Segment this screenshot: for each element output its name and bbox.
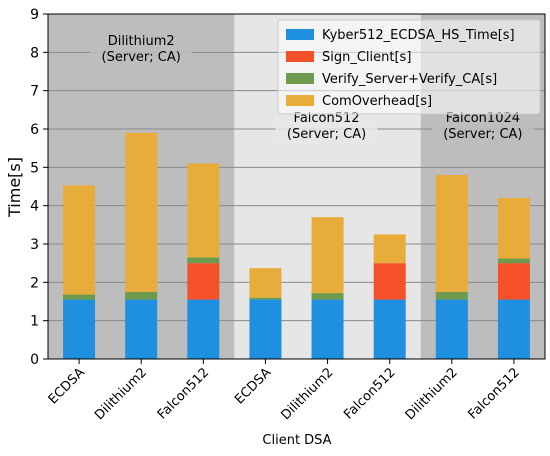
bar-5-series-0 bbox=[373, 299, 406, 359]
bar-6-series-0 bbox=[435, 299, 468, 359]
x-tick-label-3: ECDSA bbox=[232, 365, 274, 407]
y-tick-label-7: 7 bbox=[30, 84, 39, 100]
bar-0-series-0 bbox=[63, 299, 96, 359]
bar-1-series-3 bbox=[125, 132, 158, 292]
group-label-2: Falcon1024 (Server; CA) bbox=[443, 111, 522, 142]
legend-box bbox=[277, 19, 541, 115]
bar-1-series-2 bbox=[125, 291, 158, 300]
bar-7-series-3 bbox=[497, 198, 530, 259]
x-axis-label: Client DSA bbox=[262, 433, 331, 448]
x-tick-label-7: Falcon512 bbox=[465, 365, 522, 422]
bar-0-series-3 bbox=[63, 185, 96, 295]
legend-label-0: Kyber512_ECDSA_HS_Time[s] bbox=[322, 28, 515, 43]
x-tick-label-1: Dilithium2 bbox=[92, 365, 150, 423]
bar-3-series-3 bbox=[249, 268, 282, 298]
bar-4-series-3 bbox=[311, 217, 344, 294]
x-tick-label-2: Falcon512 bbox=[155, 365, 212, 422]
bar-2-series-0 bbox=[187, 299, 220, 359]
bar-5-series-3 bbox=[373, 234, 406, 264]
y-tick-label-1: 1 bbox=[30, 314, 39, 330]
bar-2-series-3 bbox=[187, 163, 220, 258]
legend-swatch-0 bbox=[286, 29, 314, 40]
x-tick-label-4: Dilithium2 bbox=[278, 365, 336, 423]
group-label-box-2 bbox=[431, 108, 534, 144]
bar-7-series-0 bbox=[497, 299, 530, 359]
legend-label-2: Verify_Server+Verify_CA[s] bbox=[322, 72, 497, 87]
y-tick-label-9: 9 bbox=[30, 7, 39, 23]
legend-swatch-2 bbox=[286, 73, 314, 84]
bar-5-series-1 bbox=[373, 263, 406, 300]
legend-swatch-1 bbox=[286, 51, 314, 62]
bar-7-series-2 bbox=[497, 258, 530, 264]
legend-label-1: Sign_Client[s] bbox=[322, 50, 411, 65]
bar-2-series-2 bbox=[187, 257, 220, 264]
bar-7-series-1 bbox=[497, 263, 530, 300]
bar-0-series-2 bbox=[63, 294, 96, 300]
bar-6-series-3 bbox=[435, 175, 468, 292]
group-label-box-0 bbox=[90, 31, 193, 67]
group-label-0: Dilithium2 (Server; CA) bbox=[102, 34, 181, 65]
y-tick-label-0: 0 bbox=[30, 352, 39, 368]
y-tick-label-6: 6 bbox=[30, 122, 39, 138]
x-tick-label-5: Falcon512 bbox=[341, 365, 398, 422]
plot-frame bbox=[47, 13, 546, 360]
y-tick-label-2: 2 bbox=[30, 275, 39, 291]
legend-swatch-3 bbox=[286, 95, 314, 106]
y-tick-label-4: 4 bbox=[30, 199, 39, 215]
bars bbox=[63, 132, 530, 359]
y-tick-label-8: 8 bbox=[30, 45, 39, 61]
y-tick-label-3: 3 bbox=[30, 237, 39, 253]
bar-6-series-2 bbox=[435, 291, 468, 300]
x-tick-label-6: Dilithium2 bbox=[403, 365, 461, 423]
bar-4-series-0 bbox=[311, 299, 344, 359]
y-axis-label: Time[s] bbox=[5, 157, 24, 218]
bar-4-series-2 bbox=[311, 293, 344, 300]
bar-3-series-2 bbox=[249, 297, 282, 300]
bar-1-series-0 bbox=[125, 299, 158, 359]
bar-3-series-0 bbox=[249, 299, 282, 359]
group-label-box-1 bbox=[275, 108, 378, 144]
legend-label-3: ComOverhead[s] bbox=[322, 94, 432, 109]
bar-2-series-1 bbox=[187, 263, 220, 300]
group-labels: Dilithium2 (Server; CA) Falcon512 (Server; … bbox=[90, 31, 534, 144]
legend: Kyber512_ECDSA_HS_Time[s] Sign_Client[s] V… bbox=[277, 19, 541, 115]
group-label-1: Falcon512 (Server; CA) bbox=[287, 111, 366, 142]
y-tick-label-5: 5 bbox=[30, 160, 39, 176]
x-tick-label-0: ECDSA bbox=[46, 365, 88, 407]
